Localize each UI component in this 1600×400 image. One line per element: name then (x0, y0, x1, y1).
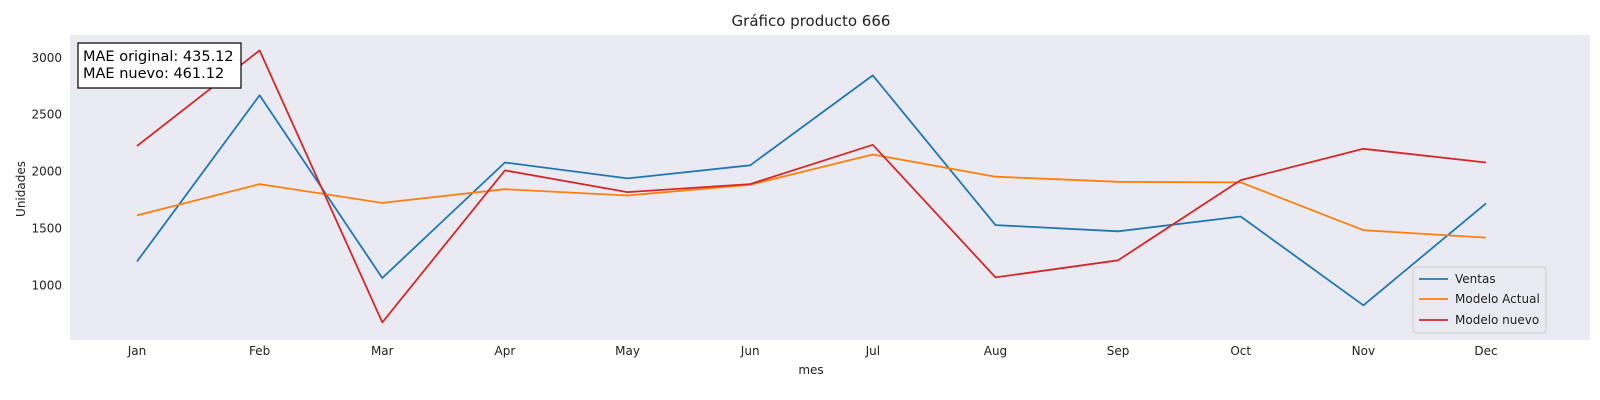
x-tick-label: Apr (495, 344, 516, 358)
legend-label-modelo-actual: Modelo Actual (1455, 292, 1540, 306)
legend-box (1412, 266, 1547, 334)
legend-label-modelo-nuevo: Modelo nuevo (1455, 313, 1539, 327)
chart-title: Gráfico producto 666 (732, 12, 891, 30)
series-layer (136, 49, 1487, 324)
legend-label-ventas: Ventas (1455, 272, 1496, 286)
y-tick-label: 1000 (31, 278, 62, 292)
x-tick-label: Mar (371, 344, 394, 358)
x-tick-label: Feb (249, 344, 270, 358)
mae-annotation-box (77, 42, 242, 89)
y-tick-label: 1500 (31, 221, 62, 235)
y-tick-label: 2000 (31, 165, 62, 179)
mae-annotation: MAE original: 435.12 MAE nuevo: 461.12 (77, 42, 242, 89)
y-tick-label: 2500 (31, 108, 62, 122)
x-axis-title: mes (798, 363, 823, 377)
x-tick-label: Jul (865, 344, 880, 358)
y-tick-label: 3000 (31, 51, 62, 65)
x-tick-label: Dec (1474, 344, 1497, 358)
x-tick-label: Sep (1107, 344, 1130, 358)
x-tick-label: Jun (740, 344, 760, 358)
x-tick-label: Nov (1352, 344, 1375, 358)
series-line-modelo-actual (136, 153, 1487, 239)
x-axis-ticks: Jan Feb Mar Apr May Jun Jul Aug Sep Oct Nov Dec (127, 344, 1498, 358)
x-tick-label: May (615, 344, 640, 358)
mae-nuevo-text: MAE nuevo: 461.12 (83, 66, 224, 82)
mae-original-text: MAE original: 435.12 (83, 49, 234, 65)
plot-area (70, 35, 1590, 340)
y-axis-title: Unidades (14, 161, 28, 217)
x-tick-label: Jan (127, 344, 147, 358)
series-line-modelo-nuevo (136, 49, 1487, 324)
legend: Ventas Modelo Actual Modelo nuevo (1412, 266, 1547, 334)
x-tick-label: Aug (984, 344, 1007, 358)
series-line-ventas (136, 74, 1487, 307)
y-axis-ticks: 1000 1500 2000 2500 3000 (31, 51, 62, 293)
x-tick-label: Oct (1230, 344, 1251, 358)
